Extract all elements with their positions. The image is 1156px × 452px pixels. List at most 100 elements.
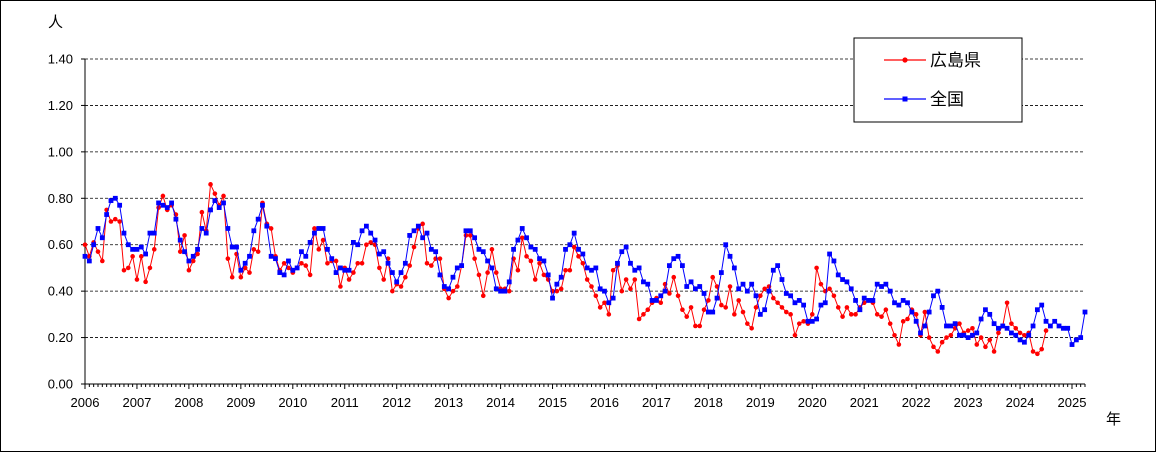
data-point — [402, 260, 408, 266]
data-point — [822, 300, 828, 306]
data-point — [130, 254, 135, 259]
data-point — [247, 270, 252, 275]
data-point — [437, 256, 443, 261]
data-point — [900, 298, 906, 303]
data-point — [355, 260, 361, 266]
data-point — [1078, 335, 1084, 340]
data-point — [675, 253, 681, 259]
data-point — [281, 260, 287, 266]
data-point — [814, 265, 819, 271]
data-point — [636, 265, 642, 271]
data-point — [372, 237, 378, 243]
data-point — [944, 335, 949, 340]
data-point — [576, 246, 581, 252]
data-point — [692, 286, 698, 292]
x-tick-label: 2008 — [174, 395, 203, 410]
data-point — [1004, 300, 1010, 306]
data-point — [814, 316, 820, 322]
data-point — [792, 300, 798, 306]
data-point — [619, 288, 625, 294]
data-point — [818, 281, 824, 287]
data-point — [1056, 323, 1062, 329]
data-point — [390, 288, 395, 294]
data-point — [861, 295, 867, 301]
data-point — [974, 330, 980, 336]
data-point — [299, 260, 304, 266]
data-point — [775, 263, 781, 269]
data-point — [86, 258, 92, 264]
data-point — [82, 242, 88, 248]
data-point — [788, 293, 794, 299]
data-point — [697, 284, 703, 289]
data-point — [727, 284, 733, 289]
data-point — [970, 332, 975, 338]
data-point — [1021, 339, 1027, 345]
data-point — [333, 270, 339, 275]
data-point — [190, 253, 196, 259]
data-point — [195, 246, 200, 252]
data-point — [467, 233, 473, 238]
data-point — [688, 305, 694, 310]
data-point — [320, 226, 326, 231]
data-point — [459, 263, 465, 269]
data-point — [398, 284, 404, 289]
data-point — [662, 288, 668, 294]
x-tick-label: 2021 — [850, 395, 879, 410]
data-point — [100, 258, 105, 264]
data-point — [351, 270, 356, 275]
data-point — [221, 193, 226, 199]
data-point — [714, 295, 720, 301]
data-point — [645, 281, 651, 287]
data-point — [965, 335, 971, 340]
data-point — [835, 272, 841, 278]
data-point — [532, 246, 538, 252]
data-point — [636, 316, 642, 322]
data-point — [338, 265, 343, 271]
data-point — [684, 314, 690, 319]
data-point — [307, 272, 313, 278]
data-point — [255, 249, 261, 254]
x-tick-label: 2010 — [278, 395, 307, 410]
data-point — [580, 260, 586, 266]
data-point — [701, 307, 707, 313]
data-point — [411, 228, 417, 234]
data-point — [974, 342, 980, 347]
data-point — [727, 253, 733, 259]
data-point — [844, 305, 850, 310]
legend-label-national: 全国 — [930, 90, 964, 110]
data-point — [783, 291, 789, 296]
data-point — [433, 249, 439, 255]
data-point — [541, 272, 547, 278]
data-point — [403, 274, 408, 280]
data-point — [606, 300, 612, 306]
data-point — [325, 246, 330, 252]
data-point — [913, 318, 919, 324]
data-point — [242, 260, 248, 266]
data-point — [628, 286, 633, 292]
data-point — [489, 247, 495, 252]
data-point — [117, 202, 123, 208]
data-point — [978, 335, 984, 340]
data-point — [957, 332, 962, 338]
data-point — [108, 219, 114, 224]
data-point — [428, 246, 434, 252]
data-point — [788, 312, 793, 317]
data-point — [398, 270, 404, 275]
data-point — [528, 244, 534, 250]
data-point — [887, 321, 893, 326]
data-point — [186, 258, 192, 264]
data-point — [138, 254, 144, 259]
data-point — [840, 314, 845, 319]
data-point — [268, 253, 274, 259]
y-tick-label: 0.80 — [48, 191, 73, 206]
data-point — [138, 244, 144, 250]
data-point — [879, 284, 884, 289]
data-point — [909, 309, 915, 315]
data-point — [99, 235, 105, 241]
data-point — [208, 182, 213, 187]
data-point — [554, 281, 560, 287]
data-point — [970, 325, 975, 331]
data-point — [1030, 323, 1036, 329]
data-point — [602, 300, 607, 306]
data-point — [320, 237, 326, 243]
